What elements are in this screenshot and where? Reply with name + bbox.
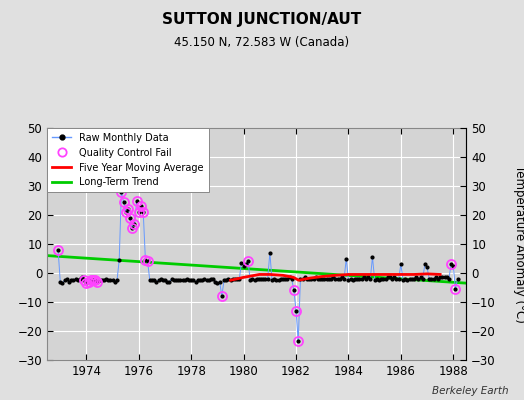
Text: 45.150 N, 72.583 W (Canada): 45.150 N, 72.583 W (Canada) (174, 36, 350, 49)
Legend: Raw Monthly Data, Quality Control Fail, Five Year Moving Average, Long-Term Tren: Raw Monthly Data, Quality Control Fail, … (47, 128, 209, 192)
Text: SUTTON JUNCTION/AUT: SUTTON JUNCTION/AUT (162, 12, 362, 27)
Text: Berkeley Earth: Berkeley Earth (432, 386, 508, 396)
Y-axis label: Temperature Anomaly (°C): Temperature Anomaly (°C) (512, 165, 524, 323)
